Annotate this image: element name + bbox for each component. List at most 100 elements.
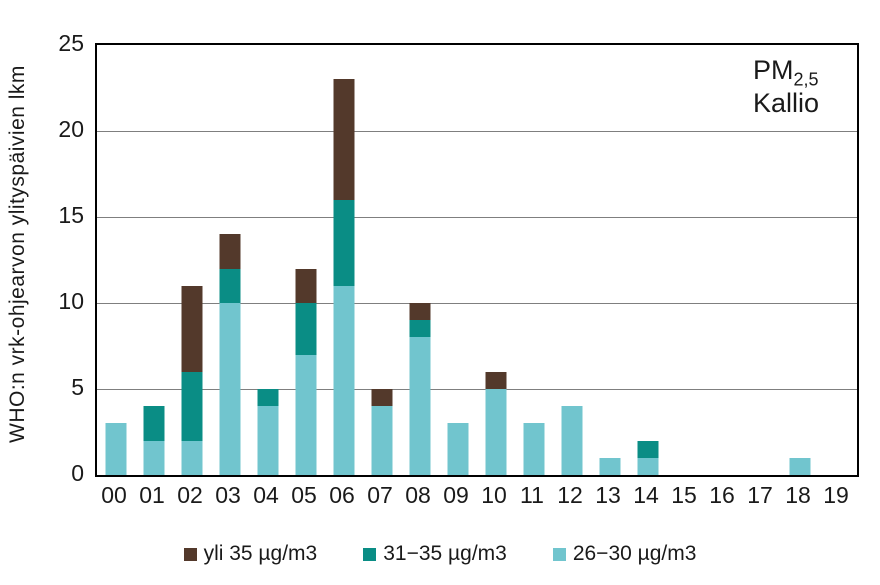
legend-item-26to30: 26−30 µg/m3 [552,542,697,566]
y-tick-label-15: 15 [58,202,84,228]
station-annotation: PM2,5 Kallio [753,54,819,120]
x-tick-label-15: 15 [671,482,697,508]
y-tick-label-10: 10 [58,288,84,314]
y-axis-title: WHO:n vrk-ohjearvon ylityspäivien lkm [6,65,29,443]
x-tick-label-17: 17 [747,482,773,508]
bar-slot-11 [515,45,553,475]
x-tick-label-14: 14 [633,482,659,508]
bar-slot-13 [591,45,629,475]
bar-segment-06-over35 [333,79,355,200]
annotation-line-pm: PM2,5 [753,55,819,90]
x-tick-label-11: 11 [520,482,544,508]
gridline-y15 [97,217,857,218]
y-tick-label-0: 0 [71,460,84,486]
x-tick-label-05: 05 [291,482,317,508]
bar-segment-02-26to30 [181,440,203,475]
bar-segment-05-26to30 [295,354,317,475]
legend-label-26to30: 26−30 µg/m3 [572,542,697,565]
bar-slot-04 [249,45,287,475]
x-tick-label-09: 09 [443,482,469,508]
bar-segment-00-26to30 [105,423,127,475]
bar-slot-03 [211,45,249,475]
bar-slot-07 [363,45,401,475]
bar-segment-04-26to30 [257,406,279,475]
bar-segment-02-over35 [181,285,203,372]
bar-slot-02 [173,45,211,475]
legend-swatch-31to35 [363,547,377,561]
bar-slot-16 [705,45,743,475]
gridline-y10 [97,303,857,304]
pm-subscript: 2,5 [793,69,819,90]
legend-item-over35: yli 35 µg/m3 [183,542,318,566]
bar-segment-09-26to30 [447,423,469,475]
x-tick-label-19: 19 [823,482,849,508]
gridline-y5 [97,389,857,390]
bar-segment-07-26to30 [371,406,393,475]
x-tick-label-10: 10 [481,482,507,508]
bar-slot-12 [553,45,591,475]
plot-area: PM2,5 Kallio [95,43,859,477]
legend: yli 35 µg/m3 31−35 µg/m3 26−30 µg/m3 [0,542,880,566]
bar-segment-08-31to35 [409,320,431,338]
gridline-y20 [97,131,857,132]
annotation-line-station: Kallio [753,88,820,118]
bar-segment-08-over35 [409,303,431,321]
bar-segment-14-31to35 [637,440,659,458]
bar-slot-05 [287,45,325,475]
bar-segment-13-26to30 [599,457,621,475]
bar-slot-18 [781,45,819,475]
bar-segment-06-26to30 [333,285,355,475]
x-tick-label-03: 03 [215,482,241,508]
bar-segment-14-26to30 [637,457,659,475]
bar-segment-12-26to30 [561,406,583,475]
legend-label-over35: yli 35 µg/m3 [203,542,318,565]
bar-segment-11-26to30 [523,423,545,475]
bar-segment-05-over35 [295,268,317,303]
legend-swatch-over35 [183,547,197,561]
x-tick-label-02: 02 [177,482,203,508]
x-tick-label-16: 16 [709,482,735,508]
bar-segment-04-31to35 [257,389,279,407]
x-tick-label-12: 12 [557,482,583,508]
legend-swatch-26to30 [552,547,566,561]
y-tick-label-20: 20 [58,116,84,142]
bar-slot-19 [819,45,857,475]
bar-segment-07-over35 [371,389,393,407]
bar-segment-01-26to30 [143,440,165,475]
bar-segment-03-31to35 [219,268,241,303]
x-tick-label-07: 07 [367,482,393,508]
bar-segment-10-over35 [485,371,507,389]
bar-segment-03-26to30 [219,303,241,475]
bar-segment-01-31to35 [143,406,165,441]
y-tick-label-25: 25 [58,30,84,56]
bar-slot-17 [743,45,781,475]
bar-segment-05-31to35 [295,303,317,355]
x-tick-label-01: 01 [139,482,165,508]
bar-segment-03-over35 [219,234,241,269]
bar-segment-02-31to35 [181,371,203,441]
bar-segment-10-26to30 [485,389,507,475]
legend-item-31to35: 31−35 µg/m3 [363,542,507,566]
x-tick-label-04: 04 [253,482,279,508]
bar-slot-15 [667,45,705,475]
x-axis-tick-labels: 00 01 02 03 04 05 06 07 08 09 10 11 12 13 14 15 16 17 18 19 [95,482,855,509]
x-tick-label-08: 08 [405,482,431,508]
x-tick-label-06: 06 [329,482,355,508]
x-tick-label-13: 13 [595,482,621,508]
bar-slot-10 [477,45,515,475]
x-tick-label-00: 00 [101,482,127,508]
bar-slot-01 [135,45,173,475]
y-tick-label-5: 5 [71,374,84,400]
bar-slot-06 [325,45,363,475]
bar-slot-08 [401,45,439,475]
bar-slot-00 [97,45,135,475]
bar-slot-14 [629,45,667,475]
x-tick-label-18: 18 [785,482,811,508]
legend-label-31to35: 31−35 µg/m3 [383,542,507,565]
bar-segment-06-31to35 [333,199,355,286]
bar-slot-09 [439,45,477,475]
bar-segment-18-26to30 [789,457,811,475]
bar-segment-08-26to30 [409,337,431,475]
bar-slots [97,45,857,475]
